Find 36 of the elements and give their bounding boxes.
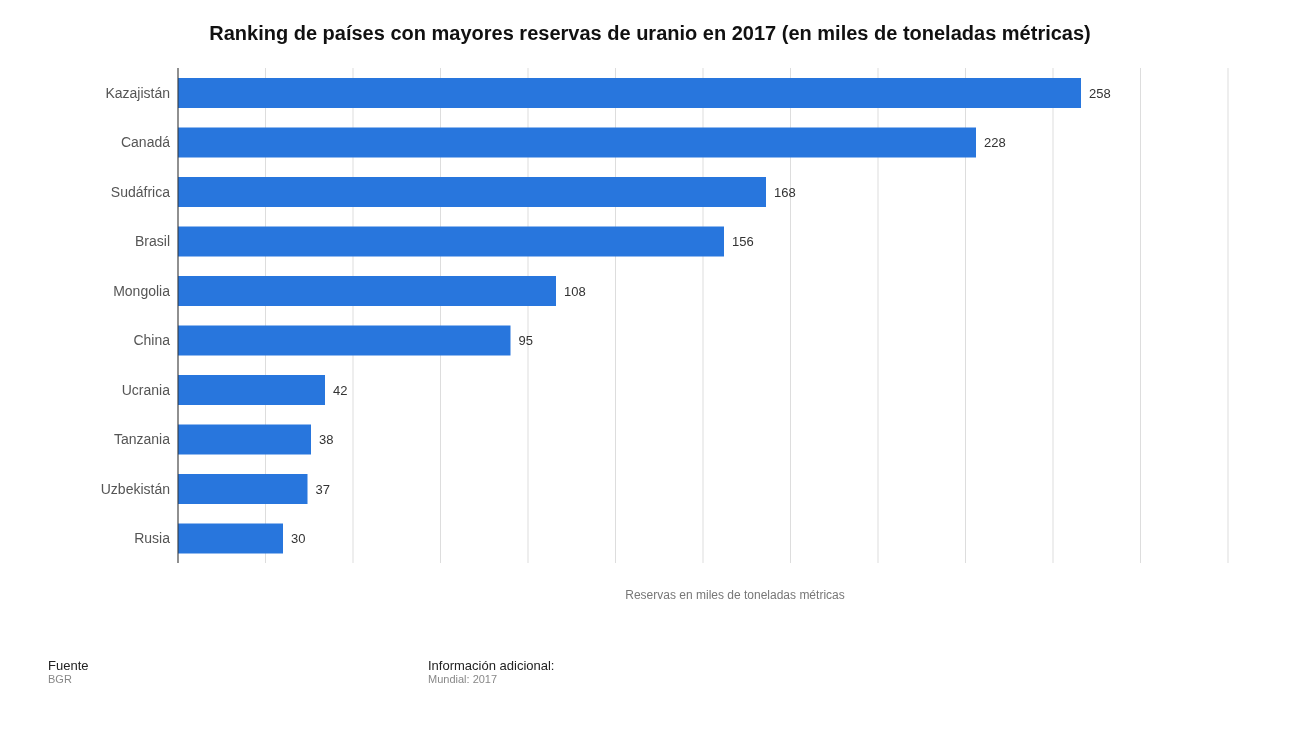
bar — [178, 325, 511, 356]
bar — [178, 78, 1081, 108]
text: Mundial: 2017 — [428, 673, 499, 685]
bar — [178, 523, 283, 554]
data-label: 228 — [984, 135, 1006, 151]
y-tick-label: Brasil — [134, 233, 170, 250]
data-label: 156 — [732, 234, 754, 250]
data-label: 108 — [564, 283, 586, 299]
text: Fuente — [48, 658, 89, 673]
y-tick-label: Sudáfrica — [110, 183, 171, 200]
data-label: 42 — [333, 382, 348, 398]
bar — [178, 375, 325, 405]
y-tick-label: Kazajistán — [105, 84, 170, 101]
bar — [178, 276, 556, 306]
chart-title: Ranking de países con mayores reservas de uranio en 2017 (en miles de toneladas métricas) — [208, 21, 1092, 46]
data-label: 168 — [774, 184, 796, 200]
data-label: 258 — [1089, 85, 1111, 101]
text: Información adicional: — [428, 658, 555, 673]
y-tick-label: Rusia — [134, 530, 171, 547]
y-tick-label: Ucrania — [121, 381, 171, 398]
data-label: 38 — [319, 432, 334, 448]
bar — [178, 127, 976, 158]
bar — [178, 177, 766, 207]
y-tick-label: Mongolia — [113, 282, 171, 299]
y-tick-label: Tanzania — [113, 431, 171, 448]
text: BGR — [48, 673, 73, 685]
data-label: 95 — [518, 333, 533, 349]
bar — [178, 474, 308, 504]
data-label: 30 — [291, 531, 306, 547]
bar — [178, 226, 724, 257]
data-label: 37 — [315, 481, 330, 497]
y-tick-label: Uzbekistán — [100, 480, 170, 497]
y-tick-label: Canadá — [120, 134, 171, 151]
bar — [178, 424, 311, 455]
y-tick-label: China — [133, 332, 171, 349]
x-axis-title: Reservas en miles de toneladas métricas — [624, 588, 846, 602]
